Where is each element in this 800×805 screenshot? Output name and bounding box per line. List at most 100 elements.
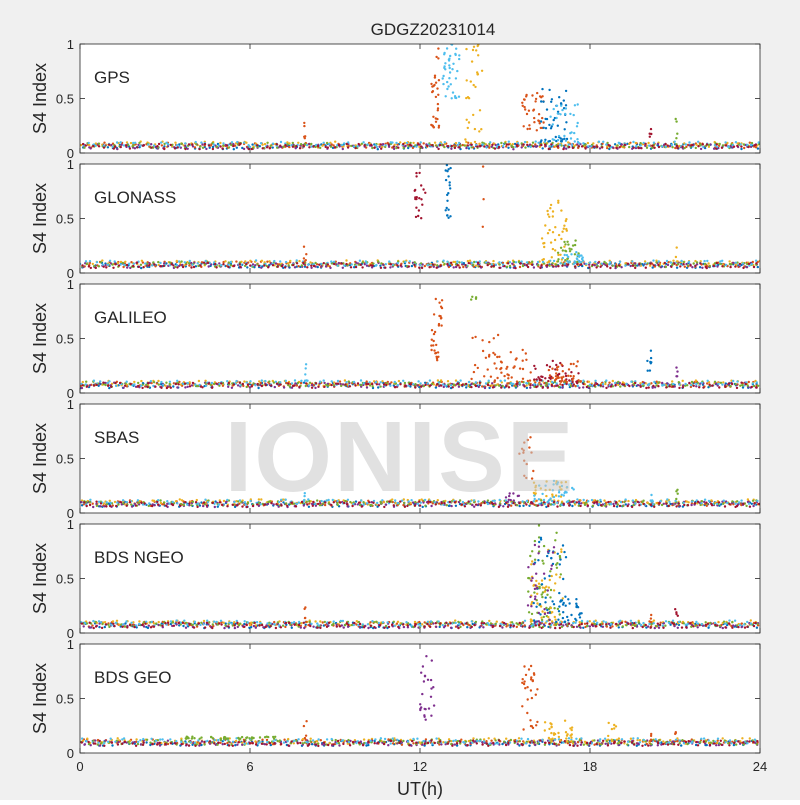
data-point	[312, 505, 314, 507]
data-point	[320, 265, 322, 267]
data-point	[261, 379, 263, 381]
data-point	[740, 499, 742, 501]
data-point	[471, 296, 473, 298]
data-point	[408, 500, 410, 502]
data-point	[221, 504, 223, 506]
data-point	[574, 244, 576, 246]
data-point	[708, 500, 710, 502]
panel-label: GLONASS	[94, 188, 176, 207]
data-point	[297, 265, 299, 267]
data-point	[378, 383, 380, 385]
data-point	[134, 142, 136, 144]
data-point	[474, 336, 476, 338]
data-point	[552, 231, 554, 233]
data-point	[649, 361, 651, 363]
panel-label: GPS	[94, 68, 130, 87]
data-point	[284, 144, 286, 146]
data-point	[541, 88, 543, 90]
data-point	[380, 381, 382, 383]
data-point	[521, 146, 523, 148]
data-point	[358, 502, 360, 504]
data-point	[557, 202, 559, 204]
data-point	[574, 265, 576, 267]
data-point	[695, 379, 697, 381]
data-point	[276, 143, 278, 145]
data-point	[437, 94, 439, 96]
data-point	[556, 105, 558, 107]
data-point	[475, 504, 477, 506]
data-point	[701, 267, 703, 269]
data-point	[188, 502, 190, 504]
data-point	[448, 77, 450, 79]
data-point	[635, 145, 637, 147]
data-point	[239, 263, 241, 265]
data-point	[285, 261, 287, 263]
data-point	[650, 357, 652, 359]
data-point	[327, 146, 329, 148]
data-point	[367, 383, 369, 385]
data-point	[108, 387, 110, 389]
data-point	[487, 503, 489, 505]
data-point	[129, 147, 131, 149]
data-point	[147, 382, 149, 384]
data-point	[526, 128, 528, 130]
figure-title: GDGZ20231014	[371, 20, 496, 39]
data-point	[178, 143, 180, 145]
data-point	[479, 265, 481, 267]
data-point	[120, 141, 122, 143]
data-point	[534, 486, 536, 488]
data-point	[256, 503, 258, 505]
data-point	[675, 366, 677, 368]
data-point	[95, 142, 97, 144]
data-point	[273, 503, 275, 505]
data-point	[265, 384, 267, 386]
data-point	[153, 500, 155, 502]
y-tick-label: 0.5	[56, 212, 74, 227]
data-point	[417, 503, 419, 505]
data-point	[270, 384, 272, 386]
data-point	[228, 261, 230, 263]
data-point	[180, 260, 182, 262]
data-point	[205, 260, 207, 262]
data-point	[544, 141, 546, 143]
data-point	[412, 383, 414, 385]
data-point	[110, 386, 112, 388]
data-point	[440, 317, 442, 319]
data-point	[703, 260, 705, 262]
data-point	[177, 146, 179, 148]
data-point	[475, 381, 477, 383]
data-point	[102, 382, 104, 384]
data-point	[80, 501, 82, 503]
data-point	[260, 498, 262, 500]
data-point	[260, 142, 262, 144]
data-point	[366, 265, 368, 267]
data-point	[663, 384, 665, 386]
data-point	[167, 143, 169, 145]
data-point	[634, 265, 636, 267]
data-point	[163, 501, 165, 503]
data-point	[280, 499, 282, 501]
data-point	[597, 262, 599, 264]
data-point	[191, 264, 193, 266]
data-point	[557, 112, 559, 114]
data-point	[230, 264, 232, 266]
data-point	[498, 146, 500, 148]
data-point	[311, 387, 313, 389]
data-point	[400, 264, 402, 266]
data-point	[239, 384, 241, 386]
data-point	[190, 504, 192, 506]
data-point	[675, 137, 677, 139]
data-point	[431, 339, 433, 341]
data-point	[576, 138, 578, 140]
data-point	[438, 126, 440, 128]
data-point	[556, 369, 558, 371]
data-point	[165, 505, 167, 507]
data-point	[450, 148, 452, 150]
data-point	[504, 379, 506, 381]
data-point	[592, 505, 594, 507]
data-point	[181, 499, 183, 501]
data-point	[317, 386, 319, 388]
data-point	[85, 381, 87, 383]
data-point	[596, 501, 598, 503]
data-point	[545, 480, 547, 482]
